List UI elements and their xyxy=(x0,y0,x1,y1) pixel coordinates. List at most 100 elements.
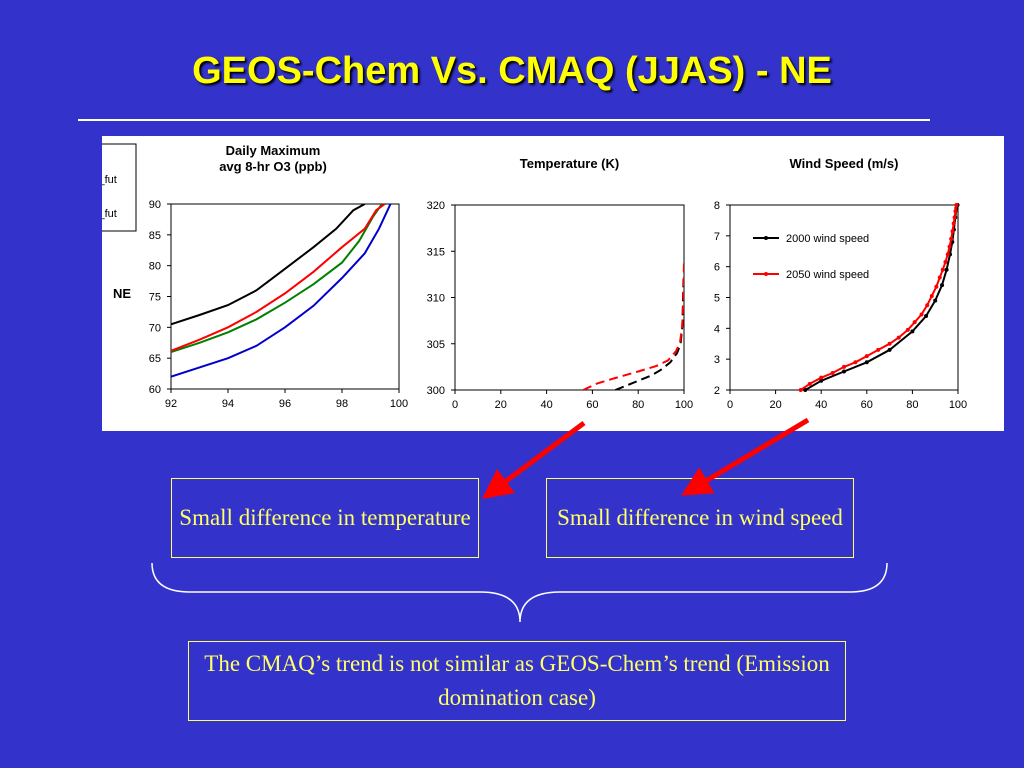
chart-3-xtick-label: 0 xyxy=(727,399,733,411)
region-label: NE xyxy=(113,286,131,301)
chart-1-xtick-label: 96 xyxy=(279,398,291,410)
chart-3-series-2000-wind-speed-point xyxy=(887,347,892,352)
chart-3-series-2050-wind-speed-point xyxy=(887,341,892,346)
legend-box xyxy=(102,143,137,232)
chart-3-series-2000-wind-speed-point xyxy=(842,369,846,374)
chart-3-series-2050-wind-speed-point xyxy=(949,236,954,241)
chart-3-series-2000-wind-speed-point xyxy=(864,360,869,365)
chart-3-xtick-label: 40 xyxy=(815,399,827,411)
chart-2-ytick-label: 320 xyxy=(427,200,445,212)
chart-3-series-2050-wind-speed-point xyxy=(934,284,939,289)
arrow-to-wind-box xyxy=(681,417,810,496)
chart-3-series-2050-wind-speed-point xyxy=(929,293,934,298)
chart-2-series-2-line xyxy=(582,260,684,390)
chart-2-ytick-label: 315 xyxy=(427,246,445,258)
chart-1-series-2000_fut-line xyxy=(171,204,383,353)
chart-3-series-2050-wind-speed-point xyxy=(853,360,858,365)
chart-1 xyxy=(167,203,400,393)
chart-2-ytick-label: 305 xyxy=(427,339,445,351)
title-divider xyxy=(78,119,930,121)
chart-3-series-2050-wind-speed-point xyxy=(943,260,948,265)
chart-3-series-2050-wind-speed-point xyxy=(925,303,930,308)
chart-3-series-2050-wind-speed-point xyxy=(876,347,881,352)
chart-3-series-2050-wind-speed-point xyxy=(830,371,835,376)
chart-3-xtick-label: 20 xyxy=(769,399,781,411)
chart-1-xtick-label: 92 xyxy=(165,398,177,410)
conclusion-text: The CMAQ’s trend is not similar as GEOS-… xyxy=(204,651,830,710)
chart-3-ytick-label: 2 xyxy=(714,385,720,397)
wind-legend-label-1: 2000 wind speed xyxy=(786,233,869,245)
chart-3-ytick-label: 6 xyxy=(714,262,720,274)
chart-3-series-2000-wind-speed-point xyxy=(910,329,915,334)
chart-3-series-2050-wind-speed-point xyxy=(950,229,955,234)
chart-2-xtick-label: 40 xyxy=(540,399,552,411)
chart-3-series-2050-wind-speed-point xyxy=(798,388,803,392)
chart-3-series-2050-wind-speed-point xyxy=(896,335,901,340)
chart-3-ytick-label: 8 xyxy=(714,200,720,212)
chart-3-series-2000-wind-speed-point xyxy=(924,314,929,318)
chart-3-series-2050-wind-speed-point xyxy=(842,364,846,369)
chart-3-xtick-label: 60 xyxy=(861,399,873,411)
grouping-brace xyxy=(151,562,888,623)
chart-3-series-2000-wind-speed-point xyxy=(819,378,824,383)
chart-1-ytick-label: 80 xyxy=(149,261,161,273)
chart-3-title-line-1: Wind Speed (m/s) xyxy=(790,156,899,171)
chart-1-ytick-label: 75 xyxy=(149,292,161,304)
arrow-to-temperature-box xyxy=(481,420,586,499)
wind-note-box: Small difference in wind speed xyxy=(546,478,854,558)
chart-3-ytick-label: 4 xyxy=(714,323,720,335)
chart-3-series-2050-wind-speed-point xyxy=(912,320,917,325)
chart-2-xtick-label: 60 xyxy=(586,399,598,411)
chart-2-xtick-label: 100 xyxy=(675,399,693,411)
chart-1-title-line-2: avg 8-hr O3 (ppb) xyxy=(219,159,327,174)
chart-3-series-2000-wind-speed-point xyxy=(803,388,808,392)
chart-3-series-2000-wind-speed-point xyxy=(940,283,945,288)
chart-3-xtick-label: 80 xyxy=(906,399,918,411)
chart-1-ytick-label: 70 xyxy=(149,322,161,334)
chart-1-title-line-1: Daily Maximum xyxy=(226,143,321,158)
chart-3-xtick-label: 100 xyxy=(949,399,967,411)
legend-label-2050_fut: 2050_fut xyxy=(102,208,117,220)
chart-2-title-line-1: Temperature (K) xyxy=(520,156,619,171)
chart-1-ytick-label: 60 xyxy=(149,384,161,396)
wind-note-text: Small difference in wind speed xyxy=(557,505,843,530)
chart-3-series-2050-wind-speed-point xyxy=(945,252,950,257)
chart-3-series-2050-wind-speed-point xyxy=(864,354,869,359)
chart-1-series-2000-line xyxy=(171,204,366,326)
chart-3-series-2050-wind-speed-point xyxy=(937,275,942,280)
chart-1-ytick-label: 65 xyxy=(149,353,161,365)
chart-1-ytick-label: 90 xyxy=(149,199,161,211)
temperature-note-text: Small difference in temperature xyxy=(179,505,471,530)
chart-1-xtick-label: 94 xyxy=(222,398,234,410)
chart-2 xyxy=(451,204,685,394)
slide-title: GEOS-Chem Vs. CMAQ (JJAS) - NE xyxy=(192,50,832,92)
chart-2-ytick-label: 310 xyxy=(427,293,445,305)
chart-3-series-2050-wind-speed-point xyxy=(905,327,910,332)
temperature-note-box: Small difference in temperature xyxy=(171,478,479,558)
chart-3-series-2050-wind-speed-point xyxy=(819,375,824,380)
chart-1-ytick-label: 85 xyxy=(149,230,161,242)
legend-label-2000_fut: 2000_fut xyxy=(102,174,117,186)
chart-1-xtick-label: 100 xyxy=(390,398,408,410)
chart-3-series-2000-wind-speed-point xyxy=(933,298,938,303)
chart-1-xtick-label: 98 xyxy=(336,398,348,410)
chart-1-series-2050-line xyxy=(171,204,386,352)
wind-legend-label-2: 2050 wind speed xyxy=(786,269,869,281)
chart-3-series-2050-wind-speed-point xyxy=(951,221,956,226)
wind-legend-marker-1 xyxy=(764,236,768,240)
chart-2-xtick-label: 0 xyxy=(452,399,458,411)
chart-3-series-2050-wind-speed-point xyxy=(953,209,958,214)
chart-3-series-2050-wind-speed-point xyxy=(919,312,924,317)
chart-3-series-2000-wind-speed-point xyxy=(944,267,949,272)
legend-frame xyxy=(102,143,137,232)
chart-3-ytick-label: 5 xyxy=(714,293,720,305)
chart-3-ytick-label: 3 xyxy=(714,354,720,366)
chart-3-series-2050-wind-speed-point xyxy=(947,244,952,249)
chart-3-series-2050-wind-speed-point xyxy=(952,215,957,220)
chart-3-ytick-label: 7 xyxy=(714,231,720,243)
chart-3 xyxy=(726,203,960,394)
chart-3-series-2050-wind-speed-point xyxy=(940,267,945,272)
